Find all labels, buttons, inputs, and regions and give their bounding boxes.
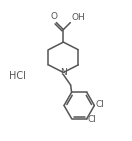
Text: OH: OH <box>71 13 85 22</box>
Text: HCl: HCl <box>9 71 26 81</box>
Text: Cl: Cl <box>95 100 104 109</box>
Text: O: O <box>51 12 58 21</box>
Text: Cl: Cl <box>88 115 97 124</box>
Text: N: N <box>60 68 67 77</box>
